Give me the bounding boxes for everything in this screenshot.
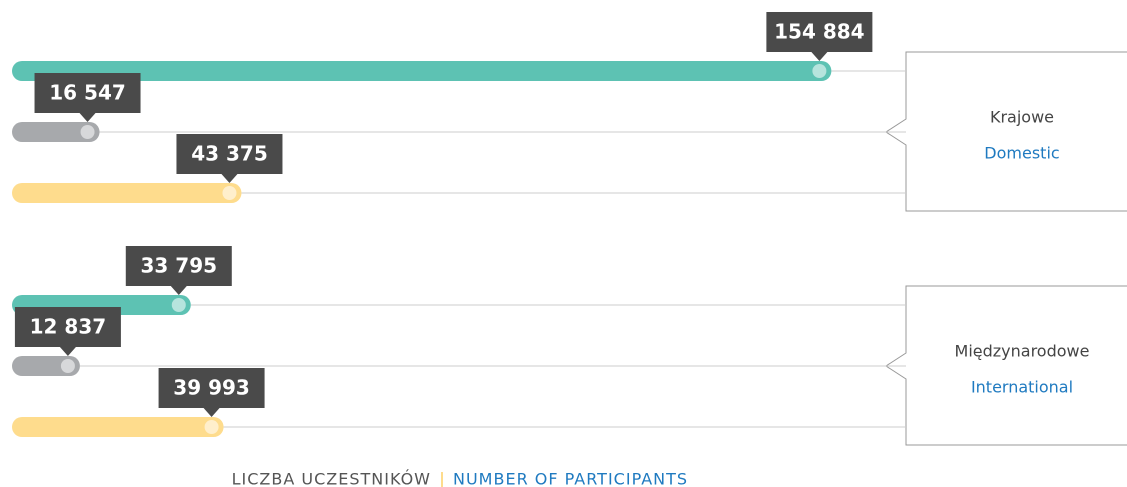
value-label-box bbox=[766, 12, 873, 61]
bar bbox=[12, 61, 832, 81]
bar-knob bbox=[80, 125, 95, 139]
value-label: 39 993 bbox=[173, 376, 250, 400]
value-label: 43 375 bbox=[191, 142, 268, 166]
value-label-box bbox=[158, 368, 265, 417]
category-box bbox=[885, 285, 1127, 446]
value-label: 12 837 bbox=[30, 315, 107, 339]
bar-knob bbox=[60, 359, 75, 373]
value-label-box bbox=[176, 134, 283, 183]
bar-knob bbox=[204, 420, 219, 434]
value-label: 154 884 bbox=[774, 20, 864, 44]
value-label: 16 547 bbox=[49, 81, 126, 105]
x-axis-label-en: NUMBER OF PARTICIPANTS bbox=[453, 470, 688, 487]
value-label-box bbox=[125, 246, 232, 295]
category-label: Międzynarodowe bbox=[955, 342, 1090, 361]
bar bbox=[12, 356, 80, 376]
category-label: Krajowe bbox=[990, 108, 1054, 127]
bar-knob bbox=[812, 64, 827, 78]
value-label: 33 795 bbox=[141, 254, 218, 278]
bar bbox=[12, 417, 224, 437]
bar bbox=[12, 183, 242, 203]
bar bbox=[12, 122, 100, 142]
category-box bbox=[885, 51, 1127, 212]
value-label-box bbox=[34, 73, 141, 122]
category-label-en: Domestic bbox=[984, 144, 1059, 163]
value-label-box bbox=[14, 307, 121, 356]
bar-knob bbox=[222, 186, 237, 200]
category-label-en: International bbox=[971, 378, 1073, 397]
x-axis-label: LICZBA UCZESTNIKÓW bbox=[232, 470, 431, 487]
bar-knob bbox=[171, 298, 186, 312]
